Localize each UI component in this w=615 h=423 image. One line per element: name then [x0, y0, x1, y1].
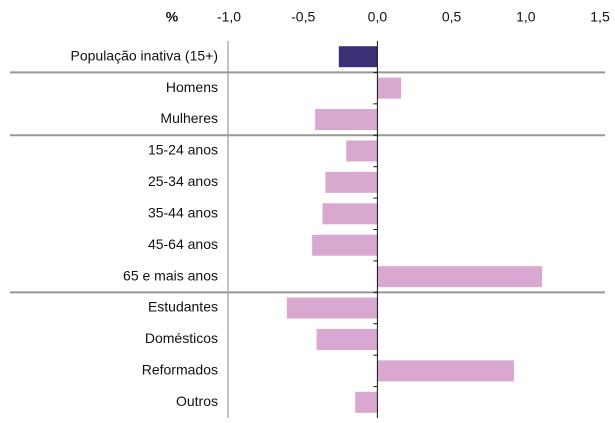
category-label: 25-34 anos [148, 173, 218, 189]
bar [355, 391, 378, 413]
x-axis-label: % [166, 9, 179, 25]
category-label: 15-24 anos [148, 142, 218, 158]
bar [377, 77, 402, 99]
bar [325, 171, 378, 193]
category-label: Outros [176, 393, 218, 409]
category-label: Mulheres [160, 110, 218, 126]
bar [338, 46, 378, 68]
bar [316, 328, 378, 350]
x-tick-label: 0,0 [368, 9, 388, 25]
x-tick-label: -0,5 [291, 9, 315, 25]
x-tick-label: 1,0 [516, 9, 536, 25]
category-label: População inativa (15+) [71, 47, 219, 63]
x-tick-label: 0,5 [442, 9, 462, 25]
category-label: 35-44 anos [148, 204, 218, 220]
category-label: Estudantes [148, 299, 218, 315]
x-tick-label: 1,5 [590, 9, 610, 25]
category-label: Reformados [142, 362, 218, 378]
bar [346, 140, 378, 162]
bar [315, 109, 378, 131]
category-label: 65 e mais anos [123, 267, 218, 283]
bar [377, 266, 543, 288]
category-label: 45-64 anos [148, 236, 218, 252]
bar [377, 360, 514, 382]
bar [322, 203, 378, 225]
bar [286, 297, 378, 319]
category-label: Homens [166, 79, 218, 95]
category-label: Domésticos [145, 330, 218, 346]
bar [312, 234, 378, 256]
x-tick-label: -1,0 [217, 9, 241, 25]
